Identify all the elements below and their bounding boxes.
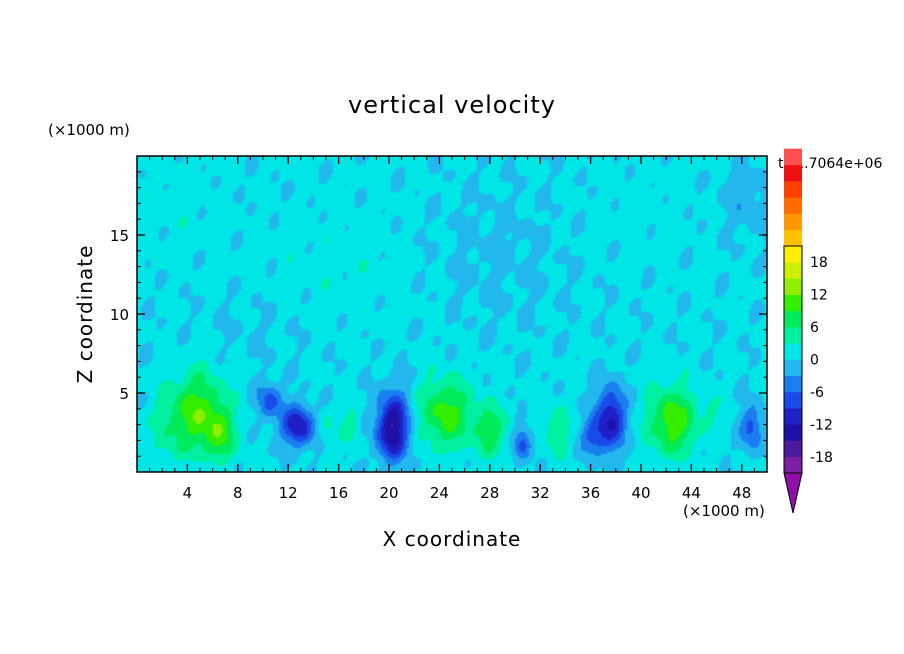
colorbar-tick-label: 0 <box>810 353 819 369</box>
y-axis: 5 10 15 <box>110 171 767 457</box>
x-tick-label: 28 <box>480 484 499 502</box>
y-tick-label: 10 <box>110 306 129 324</box>
colorbar: -18 -12 -6 0 6 12 18 <box>783 148 833 514</box>
x-axis-title: X coordinate <box>383 527 522 551</box>
colorbar-tick-label: -6 <box>810 385 824 401</box>
colorbar-swatch <box>784 440 802 458</box>
x-tick-label: 36 <box>581 484 600 502</box>
colorbar-swatch <box>784 424 802 441</box>
y-tick-label: 5 <box>119 385 129 403</box>
contour-field <box>137 156 767 472</box>
x-tick-label: 12 <box>279 484 298 502</box>
colorbar-swatch <box>784 278 802 295</box>
colorbar-tick-label: 6 <box>810 320 819 336</box>
plot-area <box>136 155 768 473</box>
x-tick-label: 20 <box>379 484 398 502</box>
colorbar-swatch <box>784 359 802 377</box>
colorbar-tick-label: 12 <box>810 288 828 304</box>
x-tick-label: 40 <box>631 484 650 502</box>
colorbar-swatch <box>784 246 802 263</box>
y-unit-label: (×1000 m) <box>48 121 130 139</box>
colorbar-swatch <box>784 343 802 360</box>
x-tick-label: 24 <box>430 484 449 502</box>
colorbar-swatch <box>784 197 802 214</box>
x-axis: 4 8 12 16 20 24 28 32 36 40 44 48 <box>149 156 755 502</box>
colorbar-swatch <box>784 327 802 344</box>
y-tick-label: 15 <box>110 227 129 245</box>
x-tick-label: 4 <box>183 484 193 502</box>
colorbar-swatch <box>784 294 802 312</box>
colorbar-under-triangle <box>783 472 803 514</box>
colorbar-swatch <box>784 310 802 328</box>
colorbar-swatch <box>784 375 802 393</box>
x-tick-label: 16 <box>329 484 348 502</box>
colorbar-swatch <box>784 391 802 409</box>
time-label: t=1.7064e+06 <box>778 156 882 172</box>
colorbar-swatch <box>784 181 802 198</box>
x-tick-label: 32 <box>531 484 550 502</box>
colorbar-swatch <box>784 456 802 474</box>
y-axis-title: Z coordinate <box>73 245 97 384</box>
colorbar-swatch <box>784 262 802 279</box>
x-tick-label: 44 <box>682 484 701 502</box>
x-unit-label: (×1000 m) <box>683 502 765 520</box>
colorbar-tick-label: 18 <box>810 255 828 271</box>
colorbar-tick-label: -12 <box>810 417 833 433</box>
colorbar-swatch <box>784 408 802 425</box>
chart-title: vertical velocity <box>348 91 556 119</box>
colorbar-swatch <box>784 213 802 231</box>
colorbar-frame <box>783 245 803 474</box>
colorbar-tick-label: -18 <box>810 450 833 466</box>
colorbar-swatch <box>784 229 802 247</box>
colorbar-swatch <box>784 164 802 182</box>
x-tick-label: 48 <box>732 484 751 502</box>
colorbar-swatch <box>784 148 802 166</box>
x-tick-label: 8 <box>233 484 243 502</box>
